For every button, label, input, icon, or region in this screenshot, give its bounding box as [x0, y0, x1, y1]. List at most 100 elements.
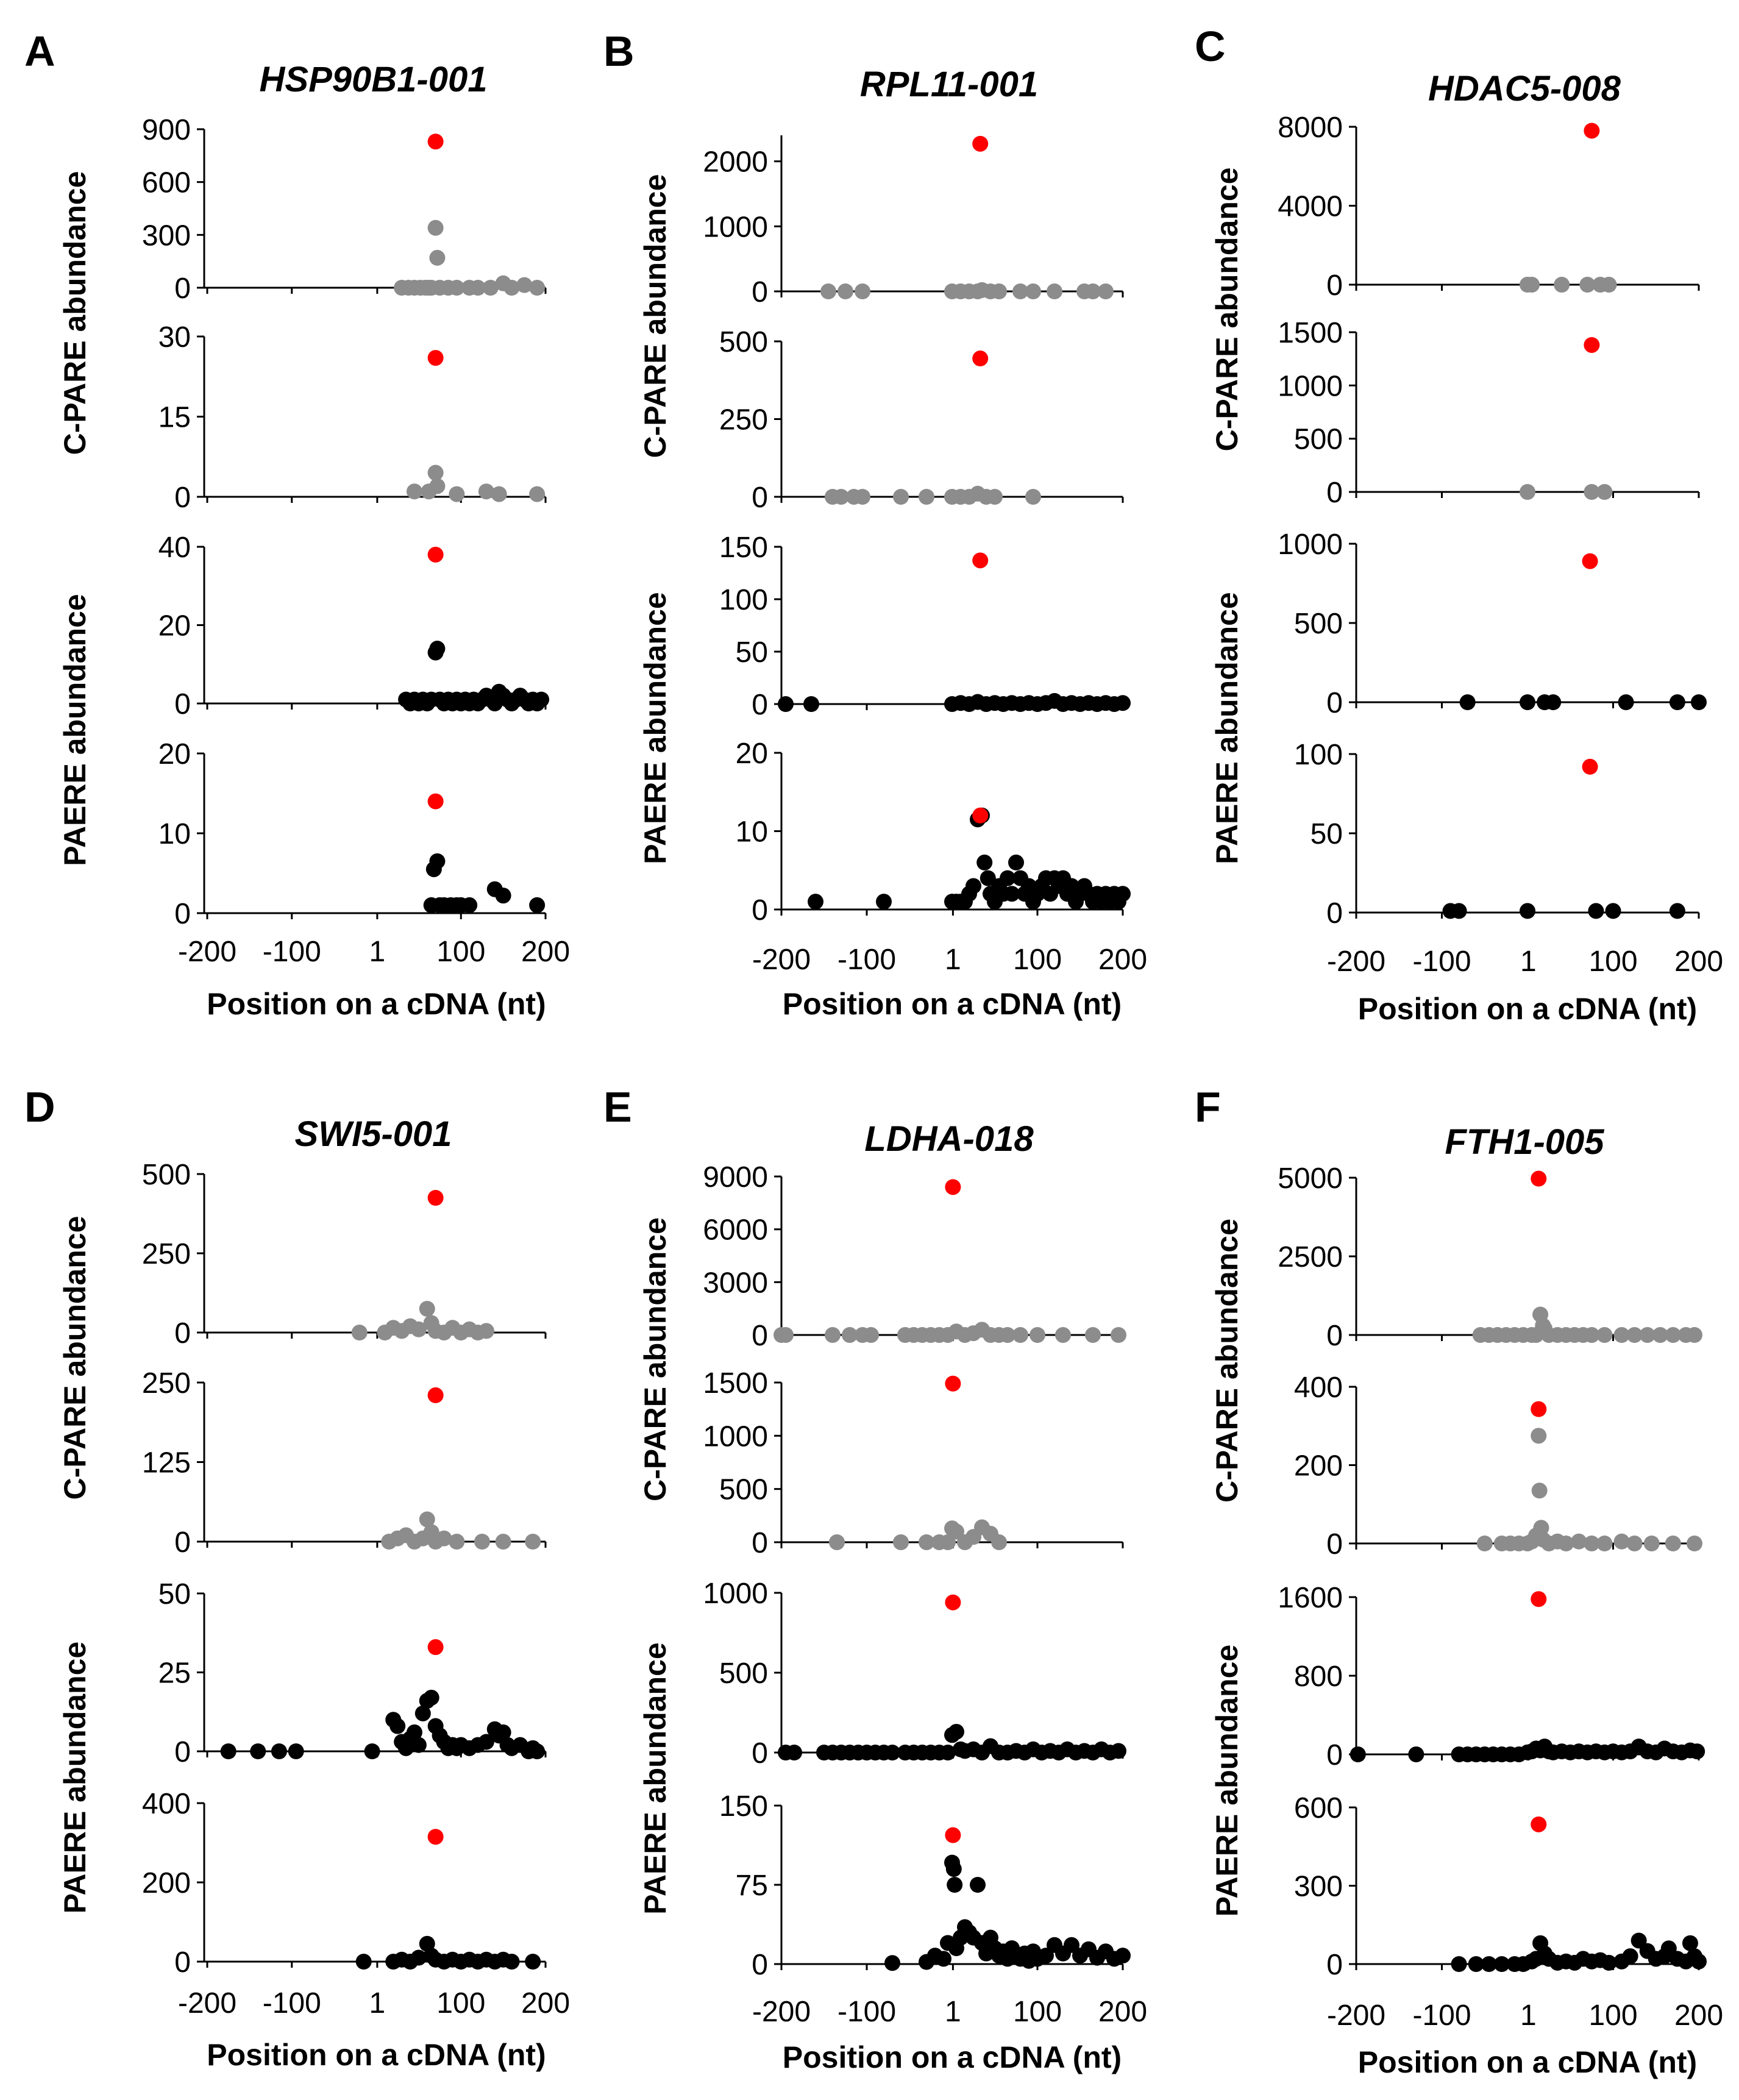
- data-point: [1459, 694, 1476, 710]
- data-point: [786, 1745, 802, 1760]
- y-tick-label: 2000: [703, 146, 768, 179]
- highlight-point: [972, 351, 989, 367]
- subplot-4: 0 50 100: [1294, 739, 1700, 930]
- data-point: [1669, 903, 1685, 919]
- y-tick-label: 500: [719, 1657, 768, 1690]
- y-tick-label: 50: [1310, 818, 1343, 850]
- data-point: [1520, 694, 1535, 710]
- data-point: [1000, 1327, 1015, 1343]
- y-tick-label: 1000: [703, 1420, 768, 1453]
- data-point: [936, 1951, 951, 1967]
- highlight-point: [427, 1639, 444, 1656]
- data-point: [1038, 1948, 1054, 1964]
- data-point: [1691, 1953, 1707, 1970]
- data-point: [1115, 886, 1131, 902]
- data-point: [1008, 854, 1024, 870]
- subplot-2: 0 15 30: [158, 321, 547, 514]
- data-point: [1605, 903, 1621, 919]
- data-point: [1631, 1932, 1647, 1949]
- data-point: [947, 1877, 963, 1893]
- highlight-point: [945, 1179, 961, 1195]
- data-point: [423, 1689, 439, 1706]
- y-tick-label: 0: [1326, 897, 1343, 930]
- y-tick-label: 40: [158, 532, 191, 564]
- data-point: [778, 1327, 794, 1343]
- x-axis-label: Position on a cDNA (nt): [1358, 2045, 1697, 2079]
- data-point: [940, 1745, 956, 1760]
- y-tick-label: 300: [142, 219, 191, 252]
- data-point: [406, 1724, 422, 1740]
- data-point: [1639, 1327, 1655, 1343]
- y-tick-label: 0: [1326, 477, 1343, 509]
- subplot-4: 0 10 20: [736, 738, 1131, 927]
- data-point: [529, 1743, 546, 1759]
- y-axis-label: PAERE abundance: [638, 1642, 672, 1914]
- y-axis-label: C-PARE abundance: [638, 1217, 672, 1501]
- x-tick-label: 100: [1013, 944, 1062, 976]
- data-point: [429, 249, 446, 266]
- x-axis-label: Position on a cDNA (nt): [1358, 992, 1697, 1026]
- y-tick-label: 0: [752, 482, 768, 514]
- panel-letter: B: [603, 27, 635, 75]
- y-tick-label: 1500: [1278, 317, 1343, 349]
- highlight-point: [427, 133, 444, 150]
- data-point: [1652, 1327, 1668, 1343]
- highlight-point: [1531, 1591, 1547, 1607]
- data-point: [410, 1321, 427, 1337]
- data-point: [948, 1523, 964, 1540]
- subplot-4: 0 200 400: [142, 1788, 547, 1979]
- y-tick-label: 9000: [703, 1161, 768, 1194]
- y-tick-label: 20: [736, 738, 768, 770]
- y-axis-label: C-PARE abundance: [1210, 168, 1244, 452]
- data-point: [410, 1737, 427, 1753]
- x-axis-label: Position on a cDNA (nt): [783, 987, 1122, 1021]
- highlight-point: [1584, 123, 1600, 139]
- data-point: [1098, 283, 1114, 299]
- data-point: [288, 1743, 304, 1759]
- panel-a: AHSP90B1-0010300600900015300204001020-20…: [24, 27, 570, 1021]
- data-point: [987, 489, 1003, 505]
- highlight-point: [427, 793, 444, 810]
- panel-title: HSP90B1-001: [260, 60, 488, 99]
- x-tick-label: 1: [945, 1996, 961, 2028]
- y-tick-label: 500: [142, 1159, 191, 1191]
- x-tick-label: -200: [1327, 1999, 1385, 2032]
- y-tick-label: 0: [174, 1526, 191, 1559]
- data-point: [427, 219, 444, 236]
- subplot-4: 0 300 600: [1294, 1792, 1707, 1981]
- y-tick-label: 1000: [703, 211, 768, 243]
- data-point: [1588, 903, 1604, 919]
- panel-letter: C: [1195, 23, 1226, 70]
- y-tick-label: 4000: [1278, 191, 1343, 223]
- highlight-point: [945, 1375, 961, 1392]
- subplot-3: 0 50 100 150: [719, 532, 1131, 721]
- data-point: [1613, 1327, 1630, 1343]
- data-point: [1665, 1327, 1681, 1343]
- x-tick-label: -200: [752, 1996, 811, 2028]
- data-point: [1660, 1940, 1677, 1957]
- y-tick-label: 0: [1326, 1949, 1343, 1981]
- subplot-1: 0 3000 6000 9000: [703, 1161, 1126, 1352]
- y-tick-label: 400: [1294, 1372, 1343, 1404]
- x-tick-label: 200: [1098, 1996, 1147, 2028]
- y-tick-label: 100: [1294, 739, 1343, 771]
- data-point: [863, 1327, 879, 1343]
- x-tick-label: 1: [369, 1987, 386, 2020]
- data-point: [419, 1935, 435, 1952]
- x-tick-label: -100: [1412, 1999, 1471, 2032]
- data-point: [1643, 1536, 1660, 1551]
- highlight-point: [972, 807, 989, 824]
- x-tick-label: -200: [178, 936, 236, 968]
- data-point: [1085, 1327, 1101, 1343]
- y-tick-label: 50: [158, 1578, 191, 1611]
- y-tick-label: 0: [1326, 1528, 1343, 1561]
- data-point: [1524, 277, 1540, 293]
- data-point: [833, 489, 849, 505]
- x-tick-label: -200: [178, 1987, 236, 2020]
- y-tick-label: 500: [1294, 424, 1343, 456]
- data-point: [1533, 1520, 1549, 1536]
- y-tick-label: 15: [158, 402, 191, 434]
- data-point: [970, 1877, 986, 1893]
- data-point: [1350, 1746, 1366, 1762]
- data-point: [820, 283, 836, 299]
